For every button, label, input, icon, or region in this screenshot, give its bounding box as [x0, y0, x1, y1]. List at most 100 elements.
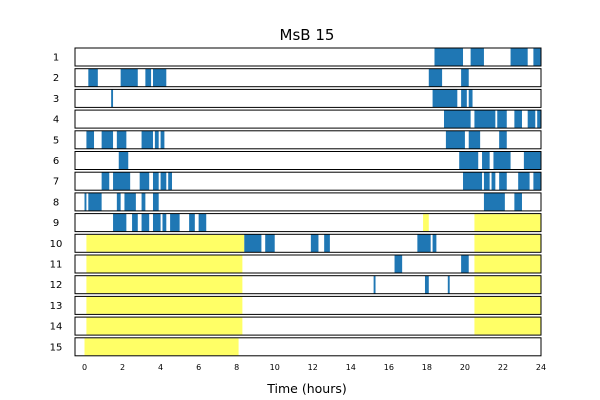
activity-bar — [523, 151, 541, 170]
highlight-span — [474, 276, 541, 294]
row-panel: 2 — [53, 68, 542, 88]
highlight-span — [86, 234, 245, 252]
activity-bar — [443, 110, 471, 129]
row-label: 2 — [53, 73, 59, 84]
row-background — [75, 48, 541, 66]
row-frame — [74, 275, 542, 295]
activity-bar — [141, 130, 153, 149]
row-panel: 11 — [50, 254, 542, 274]
row-frame — [74, 213, 542, 233]
row-label: 3 — [53, 94, 59, 105]
activity-bar — [141, 192, 146, 211]
activity-bar — [483, 192, 505, 211]
highlight-span — [86, 276, 243, 294]
activity-bar — [141, 213, 150, 232]
activity-bar — [518, 172, 530, 191]
highlight-span — [474, 255, 541, 273]
x-tick-label: 2 — [120, 363, 125, 372]
activity-bar — [470, 48, 484, 66]
row-label: 6 — [53, 156, 59, 167]
activity-bar — [434, 48, 464, 66]
row-panel: 9 — [53, 213, 542, 233]
row-panel: 12 — [50, 275, 542, 295]
activity-bar — [154, 130, 159, 149]
activity-bar — [168, 172, 173, 191]
activity-bar — [432, 234, 437, 253]
x-tick-label: 6 — [196, 363, 201, 372]
activity-bar — [132, 213, 138, 232]
activity-bar — [84, 192, 87, 211]
row-panel: 1 — [53, 47, 542, 67]
activity-bar — [101, 172, 110, 191]
x-tick-label: 24 — [536, 363, 546, 372]
row-panel: 14 — [50, 316, 542, 336]
activity-bar — [514, 192, 522, 211]
row-background — [75, 68, 541, 87]
activity-bar — [447, 275, 450, 294]
row-frame — [74, 151, 542, 170]
activity-bar — [461, 255, 469, 273]
row-label: 11 — [50, 260, 63, 271]
x-tick-label: 20 — [460, 363, 470, 372]
row-panel: 13 — [50, 295, 542, 315]
row-panel: 4 — [53, 109, 542, 129]
activity-bar — [527, 110, 536, 129]
x-tick-label: 0 — [82, 363, 87, 372]
row-panel: 10 — [50, 233, 542, 253]
activity-bar — [461, 89, 467, 108]
activity-bar — [113, 213, 127, 232]
highlight-span — [474, 234, 541, 252]
row-background — [75, 89, 541, 108]
row-panel: 5 — [53, 130, 542, 150]
row-frame — [74, 130, 542, 150]
x-axis-label: Time (hours) — [266, 381, 346, 396]
row-frame — [74, 171, 542, 191]
row-label: 13 — [50, 301, 63, 312]
row-panel: 6 — [53, 151, 542, 170]
activity-bar — [160, 130, 165, 149]
activity-bar — [463, 172, 483, 191]
activity-bar — [198, 213, 207, 232]
activity-bar — [118, 151, 129, 170]
row-frame — [74, 109, 542, 129]
x-tick-label: 10 — [270, 363, 280, 372]
row-frame — [74, 337, 542, 357]
highlight-span — [86, 255, 243, 273]
x-axis-ticks: 0 2 4 6 8 10 12 14 16 18 20 22 24 — [82, 363, 546, 372]
highlight-span — [86, 317, 243, 335]
row-panel: 15 — [50, 337, 542, 357]
activity-bar — [88, 68, 98, 87]
row-frame — [74, 88, 542, 108]
row-background — [75, 130, 541, 149]
row-background — [75, 110, 541, 129]
row-background — [75, 172, 541, 191]
row-frame — [74, 316, 542, 336]
activity-bar — [459, 151, 479, 170]
activity-bar — [468, 130, 481, 149]
row-label: 5 — [53, 135, 59, 146]
activity-bar — [152, 68, 167, 87]
activity-bar — [101, 130, 114, 149]
activity-bar — [461, 68, 469, 87]
activity-bar — [116, 130, 127, 149]
activity-bar — [111, 89, 114, 108]
activity-bar — [152, 192, 159, 211]
row-frame — [74, 233, 542, 253]
activity-bar — [310, 234, 319, 253]
activity-bar — [162, 213, 167, 232]
row-panel: 7 — [53, 171, 542, 191]
activity-bar — [152, 213, 161, 232]
activity-bar — [373, 275, 376, 294]
activity-bar — [145, 68, 152, 87]
row-label: 14 — [50, 322, 63, 333]
activity-bar — [160, 172, 167, 191]
activity-bar — [499, 172, 507, 191]
activity-bar — [510, 48, 528, 66]
highlight-span — [86, 296, 243, 314]
row-label: 1 — [53, 53, 59, 64]
x-tick-label: 16 — [384, 363, 394, 372]
activity-bar — [424, 275, 429, 294]
x-tick-label: 4 — [158, 363, 163, 372]
row-frame — [74, 68, 542, 88]
activity-bar — [170, 213, 180, 232]
